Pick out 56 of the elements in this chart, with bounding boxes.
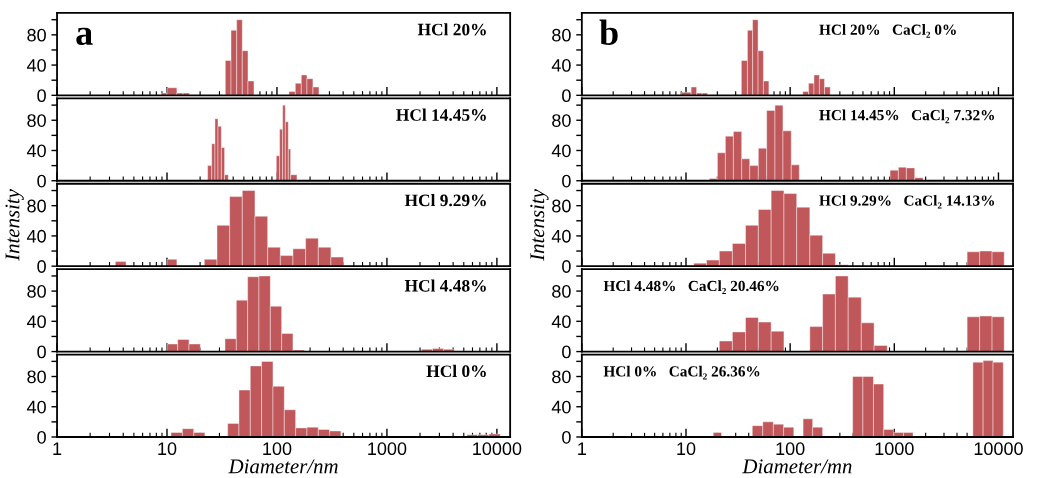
x-tick-label: 10 — [677, 442, 696, 456]
annotation: HCl 0% — [426, 364, 486, 378]
y-tick-label: 40 — [551, 229, 571, 243]
y-tick-label: 40 — [26, 59, 46, 72]
y-tick-label: 80 — [552, 285, 571, 298]
y-tick-label: 0 — [37, 260, 46, 273]
x-axis-title: Diameter/nm — [228, 459, 338, 474]
y-tick-label: 0 — [562, 260, 571, 273]
y-tick-label: 0 — [562, 174, 571, 188]
x-tick-label: 100 — [263, 442, 292, 456]
annotation: HCl 14.45% — [396, 108, 486, 121]
y-tick-label: 80 — [27, 114, 46, 127]
y-tick-label: 40 — [26, 144, 46, 158]
annotation: HCl 14.45% CaCl₂ 7.32% — [819, 109, 995, 124]
y-tick-label: 80 — [552, 370, 571, 384]
y-tick-label: 0 — [562, 345, 571, 359]
y-tick-label: 0 — [37, 345, 46, 359]
annotation: HCl 4.48% CaCl₂ 20.46% — [603, 280, 779, 295]
annotation: HCl 9.29% CaCl₂ 14.13% — [819, 194, 995, 209]
annotation: HCl 4.48% — [404, 279, 486, 292]
annotation: b — [599, 19, 618, 46]
y-tick-label: 80 — [552, 114, 571, 127]
y-tick-label: 40 — [551, 59, 571, 72]
y-tick-label: 0 — [562, 89, 571, 103]
x-tick-label: 1 — [53, 442, 62, 455]
y-tick-label: 0 — [37, 89, 46, 103]
y-axis-title: Intensity — [530, 189, 549, 261]
x-tick-label: 1000 — [368, 442, 407, 456]
y-tick-label: 40 — [26, 229, 46, 243]
annotation: a — [76, 27, 93, 46]
x-axis-title: Diameter/mn — [742, 459, 852, 474]
y-axis-title: Intensity — [5, 189, 24, 261]
y-tick-label: 80 — [27, 285, 46, 298]
annotation: HCl 0% CaCl₂ 26.36% — [603, 365, 760, 380]
x-tick-label: 100 — [776, 442, 805, 456]
annotation: HCl 9.29% — [404, 194, 486, 207]
y-tick-label: 0 — [37, 174, 46, 188]
y-tick-label: 80 — [27, 28, 46, 42]
y-tick-label: 80 — [552, 199, 571, 213]
y-tick-label: 40 — [551, 144, 571, 158]
x-tick-label: 10000 — [473, 442, 522, 456]
annotation: HCl 20% CaCl₂ 0% — [819, 24, 956, 38]
y-tick-label: 80 — [27, 370, 46, 384]
y-tick-label: 40 — [26, 315, 46, 329]
y-tick-label: 0 — [37, 430, 46, 444]
y-tick-label: 40 — [551, 400, 571, 414]
y-tick-label: 40 — [26, 400, 46, 414]
annotation: HCl 20% — [417, 23, 486, 36]
x-tick-label: 1 — [578, 442, 586, 455]
y-tick-label: 0 — [562, 430, 571, 444]
x-tick-label: 10000 — [974, 442, 1023, 456]
y-tick-label: 40 — [551, 315, 571, 329]
x-tick-label: 1000 — [875, 442, 914, 456]
x-tick-label: 10 — [158, 442, 177, 456]
y-tick-label: 80 — [552, 28, 571, 42]
y-tick-label: 80 — [27, 199, 46, 213]
